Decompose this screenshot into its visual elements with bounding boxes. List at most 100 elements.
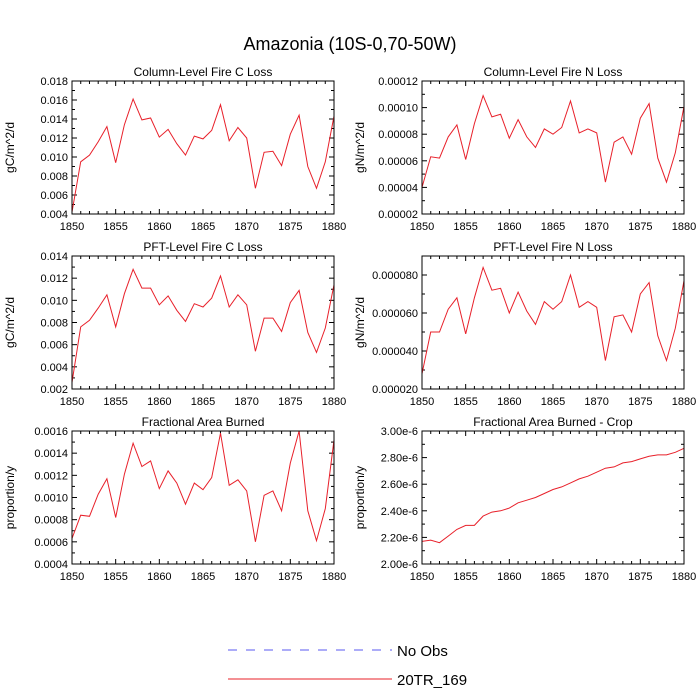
x-tick-label: 1855 bbox=[103, 221, 127, 233]
x-tick-label: 1855 bbox=[453, 396, 477, 408]
panel-2: Column-Level Fire N Loss gN/m^2/d 1850 1855… bbox=[353, 65, 696, 233]
series-line-20tr-169 bbox=[421, 447, 685, 544]
x-tick-label: 1875 bbox=[278, 571, 302, 583]
y-tick-label: 0.0004 bbox=[34, 559, 68, 571]
y-tick-label: 2.40e-6 bbox=[381, 506, 418, 518]
y-tick-label: 0.010 bbox=[40, 295, 68, 307]
plot-frame bbox=[71, 430, 335, 565]
x-tick-label: 1860 bbox=[147, 221, 171, 233]
legend-label-2: 20TR_169 bbox=[397, 672, 467, 689]
x-tick-label: 1855 bbox=[103, 571, 127, 583]
series-line-20tr-169 bbox=[71, 97, 335, 213]
panel-title: Column-Level Fire N Loss bbox=[484, 65, 623, 79]
y-tick-label: 2.80e-6 bbox=[381, 453, 418, 465]
panel-title: PFT-Level Fire N Loss bbox=[493, 240, 612, 254]
x-tick-label: 1860 bbox=[497, 571, 521, 583]
x-tick-label: 1865 bbox=[191, 221, 215, 233]
y-tick-label: 0.000020 bbox=[372, 384, 418, 396]
plot-frame bbox=[71, 80, 335, 215]
panel-1: Column-Level Fire C Loss gC/m^2/d 1850 1855… bbox=[3, 65, 346, 233]
panel-5: Fractional Area Burned proportion/y 1850 18… bbox=[3, 415, 346, 583]
x-tick-label: 1870 bbox=[234, 396, 258, 408]
y-tick-label: 0.012 bbox=[40, 273, 68, 285]
x-tick-label: 1860 bbox=[147, 571, 171, 583]
series-line-20tr-169 bbox=[71, 430, 335, 543]
legend-label-1: No Obs bbox=[397, 643, 448, 660]
series-line-20tr-169 bbox=[421, 265, 685, 374]
panel-title: PFT-Level Fire C Loss bbox=[143, 240, 262, 254]
y-tick-label: 0.006 bbox=[40, 340, 68, 352]
x-tick-label: 1865 bbox=[541, 571, 565, 583]
y-tick-label: 0.000060 bbox=[372, 308, 418, 320]
panel-3: PFT-Level Fire C Loss gC/m^2/d 1850 1855 186… bbox=[3, 240, 346, 408]
y-axis-label: gC/m^2/d bbox=[3, 122, 17, 173]
y-tick-label: 0.00010 bbox=[378, 103, 418, 115]
y-tick-label: 0.004 bbox=[40, 362, 68, 374]
x-tick-label: 1850 bbox=[60, 221, 84, 233]
x-tick-label: 1880 bbox=[672, 221, 696, 233]
y-tick-label: 0.0012 bbox=[34, 470, 68, 482]
y-tick-label: 0.0006 bbox=[34, 537, 68, 549]
x-tick-label: 1860 bbox=[147, 396, 171, 408]
y-tick-label: 0.0016 bbox=[34, 426, 68, 438]
x-tick-label: 1870 bbox=[584, 221, 608, 233]
x-tick-label: 1850 bbox=[410, 396, 434, 408]
y-tick-label: 0.006 bbox=[40, 190, 68, 202]
y-tick-label: 0.004 bbox=[40, 209, 68, 221]
x-tick-label: 1850 bbox=[410, 221, 434, 233]
x-tick-label: 1875 bbox=[628, 221, 652, 233]
x-tick-label: 1865 bbox=[191, 571, 215, 583]
x-tick-label: 1860 bbox=[497, 221, 521, 233]
y-tick-label: 0.014 bbox=[40, 114, 68, 126]
x-tick-label: 1880 bbox=[672, 571, 696, 583]
x-tick-label: 1880 bbox=[322, 396, 346, 408]
y-tick-label: 0.012 bbox=[40, 133, 68, 145]
y-tick-label: 2.60e-6 bbox=[381, 479, 418, 491]
y-tick-label: 0.010 bbox=[40, 152, 68, 164]
y-tick-label: 2.20e-6 bbox=[381, 532, 418, 544]
x-tick-label: 1880 bbox=[322, 571, 346, 583]
panel-title: Fractional Area Burned - Crop bbox=[473, 415, 633, 429]
legend: No Obs 20TR_169 bbox=[228, 643, 467, 689]
plot-frame bbox=[421, 430, 685, 565]
panel-title: Column-Level Fire C Loss bbox=[134, 65, 273, 79]
y-axis-label: proportion/y bbox=[3, 466, 17, 529]
y-tick-label: 0.018 bbox=[40, 76, 68, 88]
x-tick-label: 1870 bbox=[234, 221, 258, 233]
x-tick-label: 1850 bbox=[60, 396, 84, 408]
y-axis-label: gC/m^2/d bbox=[3, 297, 17, 348]
y-tick-label: 0.016 bbox=[40, 95, 68, 107]
x-tick-label: 1870 bbox=[234, 571, 258, 583]
plot-frame bbox=[71, 255, 335, 390]
panel-4: PFT-Level Fire N Loss gN/m^2/d 1850 1855 186… bbox=[353, 240, 696, 408]
x-tick-label: 1880 bbox=[672, 396, 696, 408]
y-tick-label: 0.00002 bbox=[378, 209, 418, 221]
x-tick-label: 1870 bbox=[584, 396, 608, 408]
y-tick-label: 0.0014 bbox=[34, 448, 68, 460]
x-tick-label: 1865 bbox=[541, 221, 565, 233]
x-tick-label: 1860 bbox=[497, 396, 521, 408]
x-tick-label: 1875 bbox=[628, 571, 652, 583]
x-tick-label: 1855 bbox=[453, 221, 477, 233]
y-tick-label: 0.00004 bbox=[378, 182, 418, 194]
y-axis-label: gN/m^2/d bbox=[353, 297, 367, 348]
y-tick-label: 3.00e-6 bbox=[381, 426, 418, 438]
x-tick-label: 1875 bbox=[278, 396, 302, 408]
y-tick-label: 0.002 bbox=[40, 384, 68, 396]
series-line-20tr-169 bbox=[71, 267, 335, 383]
plot-frame bbox=[421, 80, 685, 215]
x-tick-label: 1865 bbox=[541, 396, 565, 408]
y-tick-label: 0.008 bbox=[40, 318, 68, 330]
y-tick-label: 0.008 bbox=[40, 171, 68, 183]
y-tick-label: 0.014 bbox=[40, 251, 68, 263]
y-tick-label: 2.00e-6 bbox=[381, 559, 418, 571]
y-tick-label: 0.000040 bbox=[372, 346, 418, 358]
y-tick-label: 0.0010 bbox=[34, 493, 68, 505]
x-tick-label: 1855 bbox=[103, 396, 127, 408]
y-axis-label: gN/m^2/d bbox=[353, 122, 367, 173]
plot-frame bbox=[421, 255, 685, 390]
x-tick-label: 1865 bbox=[191, 396, 215, 408]
y-tick-label: 0.0008 bbox=[34, 515, 68, 527]
x-tick-label: 1855 bbox=[453, 571, 477, 583]
